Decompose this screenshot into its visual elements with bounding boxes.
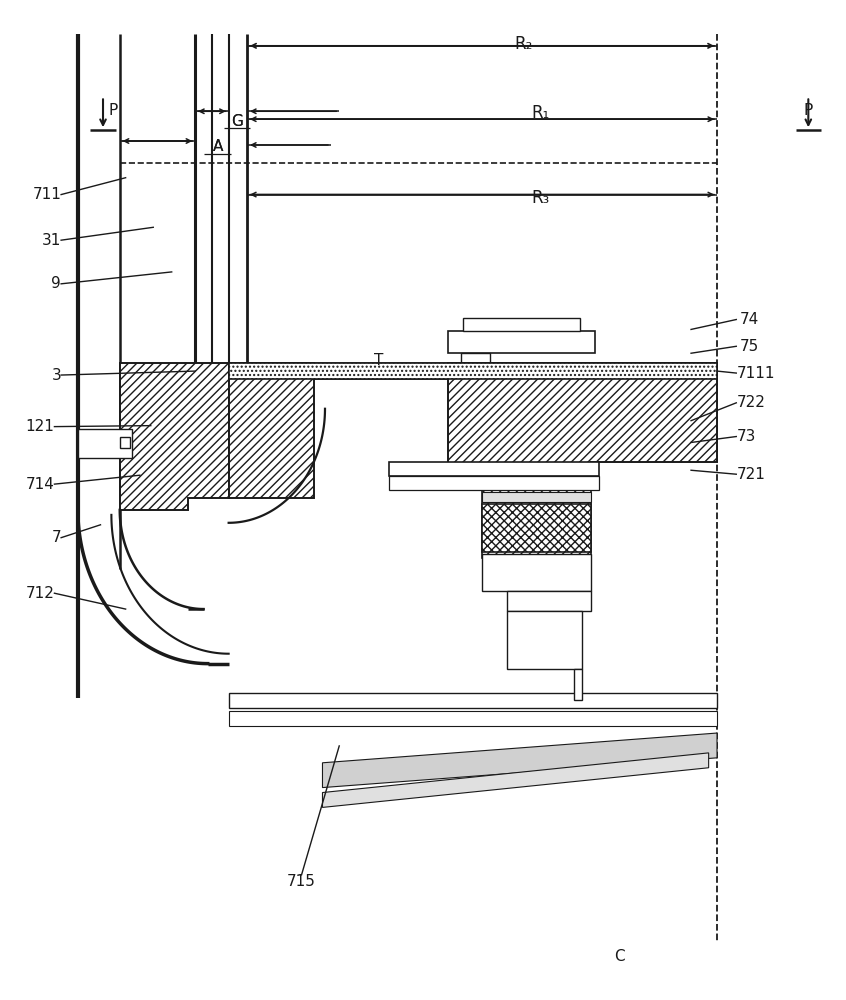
Bar (481, 554, 591, 591)
Polygon shape (448, 363, 717, 476)
Polygon shape (120, 363, 228, 510)
Bar (481, 492, 591, 502)
Text: 75: 75 (739, 339, 759, 354)
Polygon shape (228, 363, 314, 498)
Text: 712: 712 (25, 586, 54, 601)
Bar (461, 353, 490, 366)
Text: A: A (212, 139, 223, 154)
Text: P: P (108, 103, 118, 118)
Text: C: C (614, 949, 625, 964)
Bar (389, 476, 599, 490)
Text: T: T (374, 353, 383, 368)
Polygon shape (322, 753, 709, 807)
Bar (228, 711, 717, 726)
Text: 31: 31 (41, 233, 61, 248)
Text: 7111: 7111 (736, 366, 775, 381)
Text: G: G (231, 114, 243, 129)
Text: 9: 9 (52, 276, 61, 291)
Bar (507, 591, 591, 611)
Bar (464, 318, 580, 331)
Bar (78, 429, 132, 458)
Text: R₃: R₃ (531, 189, 549, 207)
Bar (574, 669, 582, 700)
Text: R₁: R₁ (531, 104, 549, 122)
Text: A: A (212, 139, 223, 154)
Polygon shape (322, 733, 717, 788)
Bar (120, 437, 129, 448)
Text: 3: 3 (52, 368, 61, 383)
Bar (228, 363, 717, 379)
Bar (481, 504, 591, 552)
Text: 711: 711 (32, 187, 61, 202)
Bar (481, 476, 591, 558)
Bar (389, 462, 599, 476)
Text: 74: 74 (739, 312, 759, 327)
Text: P: P (804, 103, 813, 118)
Bar (448, 331, 595, 353)
Text: 722: 722 (736, 395, 765, 410)
Text: R₂: R₂ (514, 35, 533, 53)
Text: 721: 721 (736, 467, 765, 482)
Text: 73: 73 (736, 429, 755, 444)
Text: G: G (231, 114, 243, 129)
Bar (507, 611, 582, 669)
Text: 7: 7 (52, 530, 61, 545)
Text: 121: 121 (25, 419, 54, 434)
Bar (228, 693, 717, 708)
Text: 715: 715 (287, 874, 316, 889)
Text: 714: 714 (25, 477, 54, 492)
